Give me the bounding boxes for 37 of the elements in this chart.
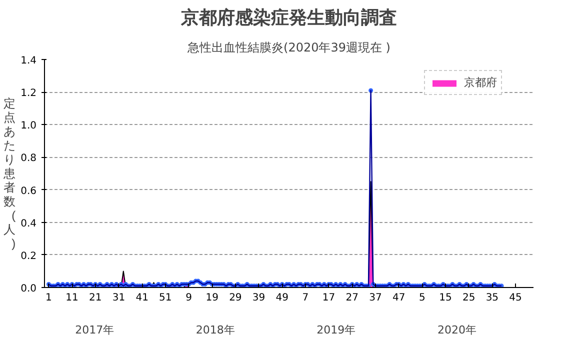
x-tick-label: 5 <box>418 292 426 304</box>
x-tick-label: 11 <box>66 292 78 304</box>
y-tick-label: 0.4 <box>20 218 37 230</box>
x-tick-label: 27 <box>346 292 359 304</box>
y-tick-label: 0.6 <box>20 186 37 197</box>
y-tick-label: 1.2 <box>20 88 37 100</box>
text: 2019年 <box>316 324 356 336</box>
text: 2020年 <box>437 324 476 336</box>
x-tick-label: 45 <box>509 292 522 304</box>
chart-subtitle: 急性出血性結膜炎(2020年39週現在 ) <box>186 40 391 54</box>
y-tick-label: 1.0 <box>20 120 37 132</box>
y-tick-label: 1.4 <box>20 56 37 66</box>
x-tick-label: 35 <box>486 292 499 304</box>
x-tick-label: 7 <box>302 292 309 304</box>
x-tick-label: 29 <box>229 292 242 304</box>
text: 2018年 <box>196 324 235 336</box>
x-tick-label: 19 <box>206 292 218 304</box>
x-tick-label: 37 <box>369 292 382 304</box>
x-tick-label: 1 <box>46 292 52 304</box>
chart-title: 京都府感染症発生動向調査 <box>180 8 397 28</box>
x-tick-label: 21 <box>89 292 102 304</box>
y-tick-label: 0.8 <box>20 153 37 164</box>
x-tick-label: 31 <box>112 292 126 304</box>
x-tick-label: 51 <box>159 292 172 304</box>
x-tick-label: 41 <box>136 292 148 304</box>
x-tick-label: 17 <box>322 292 336 304</box>
legend-label: 京都府 <box>464 75 497 90</box>
x-tick-label: 9 <box>186 292 192 304</box>
x-tick-label: 49 <box>276 292 288 304</box>
x-tick-label: 39 <box>252 292 266 304</box>
y-tick-label: 0.2 <box>20 250 37 262</box>
x-tick-label: 47 <box>392 292 406 304</box>
text: 2017年 <box>75 324 114 336</box>
y-tick-label: 0.0 <box>20 284 37 294</box>
x-tick-label: 15 <box>439 292 452 304</box>
text: 定点あたり患者数(人) <box>4 96 16 250</box>
x-tick-label: 25 <box>462 292 476 304</box>
